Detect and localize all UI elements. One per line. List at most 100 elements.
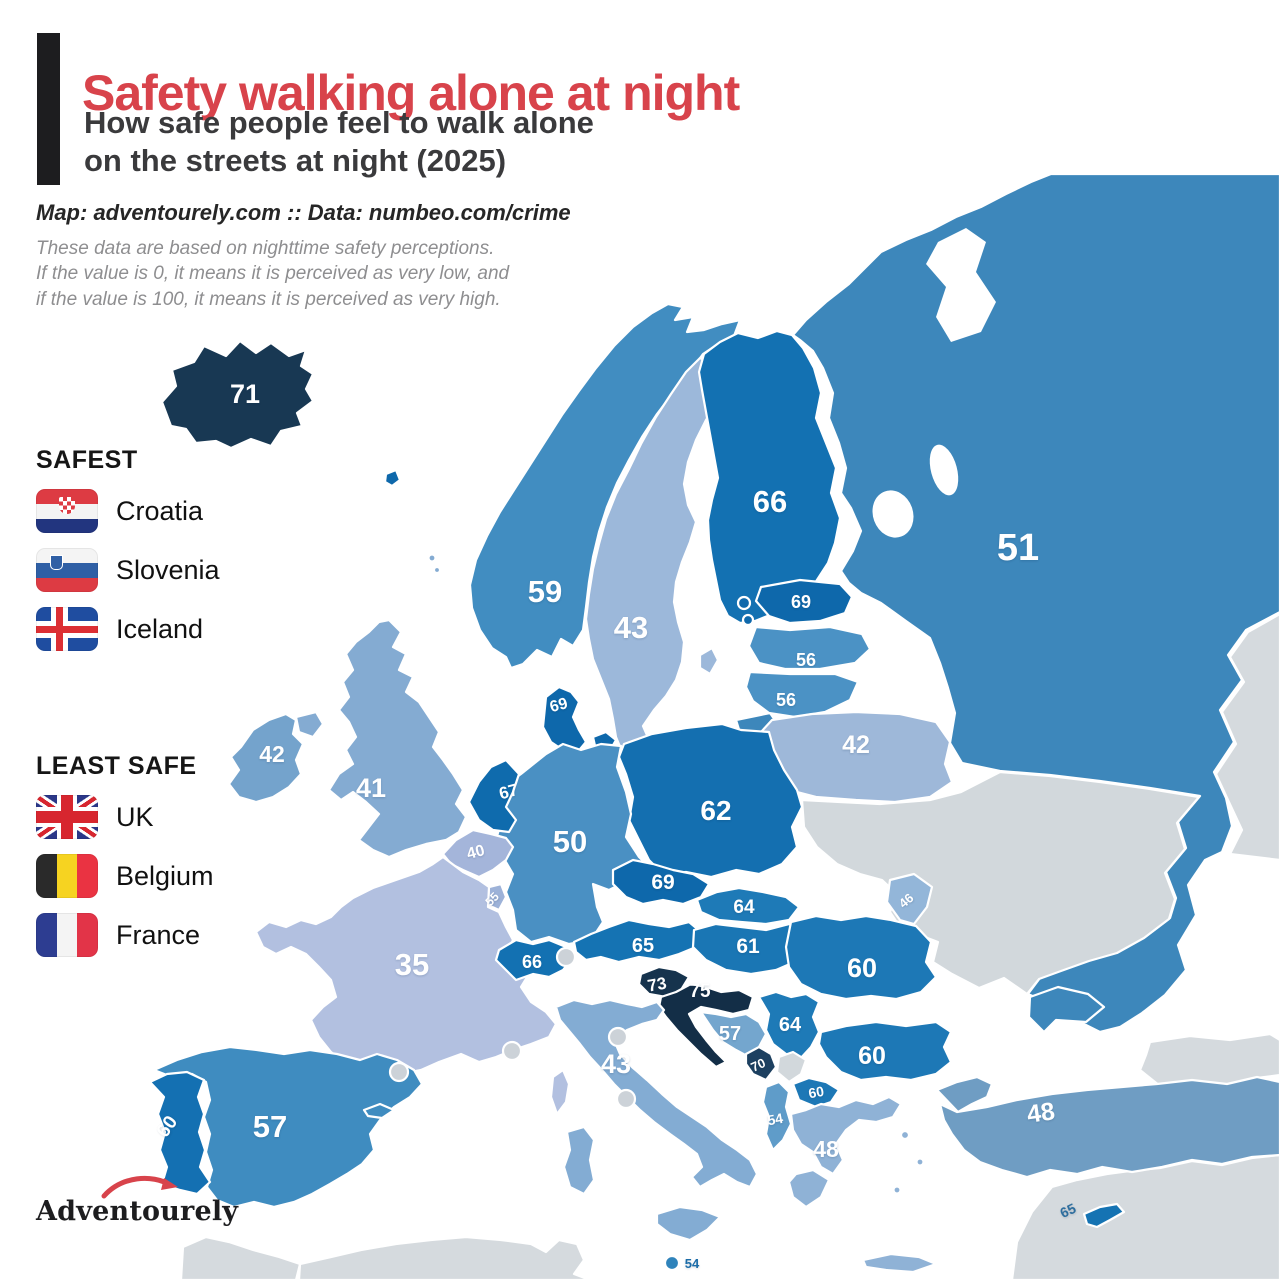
be-flag-icon <box>36 854 98 898</box>
brand-arrow-icon <box>101 1175 178 1199</box>
country-shape-moldova <box>885 872 934 926</box>
value-label-pl: 62 <box>700 795 731 826</box>
country-shape-ireland <box>227 712 305 804</box>
country-shape-serbia <box>757 990 821 1062</box>
legend-item-si: Slovenia <box>36 548 220 592</box>
country-shape-romania <box>784 914 938 1001</box>
country-shape-shetland-1 <box>427 553 437 563</box>
value-label-uk: 41 <box>356 773 386 803</box>
value-labels: 7159436669695656514262506740553541426665… <box>153 379 1079 1271</box>
country-shape-montenegro <box>744 1045 778 1082</box>
value-label-at: 65 <box>632 935 654 957</box>
legend-country-name: France <box>116 919 201 950</box>
country-shape-aegean-1 <box>899 1129 911 1141</box>
value-label-de: 50 <box>553 824 587 859</box>
uk-flag-icon <box>36 795 98 839</box>
country-shape-corsica <box>549 1068 571 1116</box>
value-label-mk: 60 <box>807 1083 825 1101</box>
legend-least-safe-items: UK Belgium France <box>36 795 214 957</box>
country-shape-malta <box>663 1254 681 1272</box>
microstate-dot-monaco <box>501 1040 523 1062</box>
value-label-fi: 66 <box>753 484 787 519</box>
legend-item-be: Belgium <box>36 854 214 898</box>
country-shape-estonia <box>754 578 854 625</box>
country-shape-slovakia <box>695 886 801 926</box>
microstate-dots <box>388 946 637 1110</box>
country-shape-faroe <box>383 468 402 488</box>
country-shape-denmark-jutland <box>541 685 588 756</box>
brand-logo-text: Adventourely <box>36 1196 239 1227</box>
legend-country-name: Slovenia <box>116 554 220 585</box>
country-shape-belgium <box>441 828 515 879</box>
country-shape-greece <box>789 1095 903 1176</box>
country-shape-crete <box>861 1252 938 1274</box>
country-shape-cyprus <box>1082 1202 1126 1229</box>
value-label-bg: 60 <box>858 1042 886 1070</box>
legend-safest-heading: SAFEST <box>36 446 138 474</box>
country-shape-sardinia <box>562 1125 596 1196</box>
value-label-hu: 61 <box>736 935 760 958</box>
legend-safest-items: Croatia Slovenia Iceland <box>36 489 220 651</box>
country-shape-hiiumaa <box>741 613 755 627</box>
legend-country-name: Belgium <box>116 860 214 891</box>
page-title: Safety walking alone at night <box>82 64 740 121</box>
value-label-al: 54 <box>766 1110 784 1128</box>
value-label-fr: 35 <box>395 947 429 982</box>
value-label-rs: 64 <box>779 1014 802 1036</box>
microstate-dot-andorra <box>388 1061 410 1083</box>
value-label-by: 42 <box>842 731 870 759</box>
value-label-tr: 48 <box>1025 1097 1057 1129</box>
value-label-mt: 54 <box>685 1256 700 1271</box>
legend-item-uk: UK <box>36 795 214 839</box>
si-flag-icon <box>36 548 98 592</box>
legend-item-hr: Croatia <box>36 489 220 533</box>
country-shape-middle-east <box>1010 1153 1280 1280</box>
country-shape-saaremaa <box>736 595 752 611</box>
fr-flag-icon <box>36 913 98 957</box>
value-label-lv: 56 <box>796 650 816 670</box>
hr-flag-icon <box>36 489 98 533</box>
legend-country-name: Iceland <box>116 613 204 644</box>
legend-item-is: Iceland <box>36 607 220 651</box>
country-shape-croatia <box>657 982 755 1069</box>
country-shapes <box>148 172 1280 1280</box>
country-shape-sicily <box>655 1205 722 1242</box>
microstate-dot-vatican <box>615 1088 637 1110</box>
value-label-be: 40 <box>465 842 487 863</box>
value-label-ie: 42 <box>259 741 285 767</box>
microstate-dot-liechtenstein <box>555 946 577 968</box>
value-label-ru: 51 <box>997 527 1039 569</box>
legend-safest: SAFEST Croatia Slovenia Iceland <box>36 446 220 666</box>
country-shape-great-britain <box>327 618 468 859</box>
value-label-ch: 66 <box>522 952 542 972</box>
country-shape-switzerland <box>494 938 575 982</box>
country-shape-portugal <box>148 1070 212 1196</box>
country-shape-north-africa <box>297 1235 592 1280</box>
value-label-ro: 60 <box>847 953 877 983</box>
country-shape-north-africa-west <box>179 1235 302 1280</box>
value-label-me: 70 <box>748 1055 767 1075</box>
country-shape-latvia <box>747 625 872 671</box>
value-label-se: 43 <box>614 610 648 645</box>
legend-item-fr: France <box>36 913 214 957</box>
country-shape-aegean-2 <box>915 1157 925 1167</box>
legend-country-name: UK <box>116 801 154 832</box>
legend-least-safe-heading: LEAST SAFE <box>36 752 197 780</box>
value-label-no: 59 <box>528 574 562 609</box>
country-shape-crimea <box>1027 985 1106 1034</box>
value-label-is: 71 <box>230 379 260 409</box>
country-shape-iceland <box>160 339 315 450</box>
country-shape-peloponnese <box>787 1168 831 1209</box>
country-shape-norway <box>468 302 742 670</box>
white-sea <box>926 228 996 342</box>
country-shape-kazakhstan <box>1214 612 1280 862</box>
disclaimer-text: These data are based on nighttime safety… <box>36 238 510 310</box>
microstate-dot-san-marino <box>607 1026 629 1048</box>
value-label-gr: 48 <box>813 1136 839 1162</box>
legend-least-safe: LEAST SAFE UK Belgium France <box>36 752 214 972</box>
value-label-dk: 69 <box>548 695 570 716</box>
country-shape-gotland <box>698 646 720 676</box>
title-accent-bar <box>37 33 60 185</box>
